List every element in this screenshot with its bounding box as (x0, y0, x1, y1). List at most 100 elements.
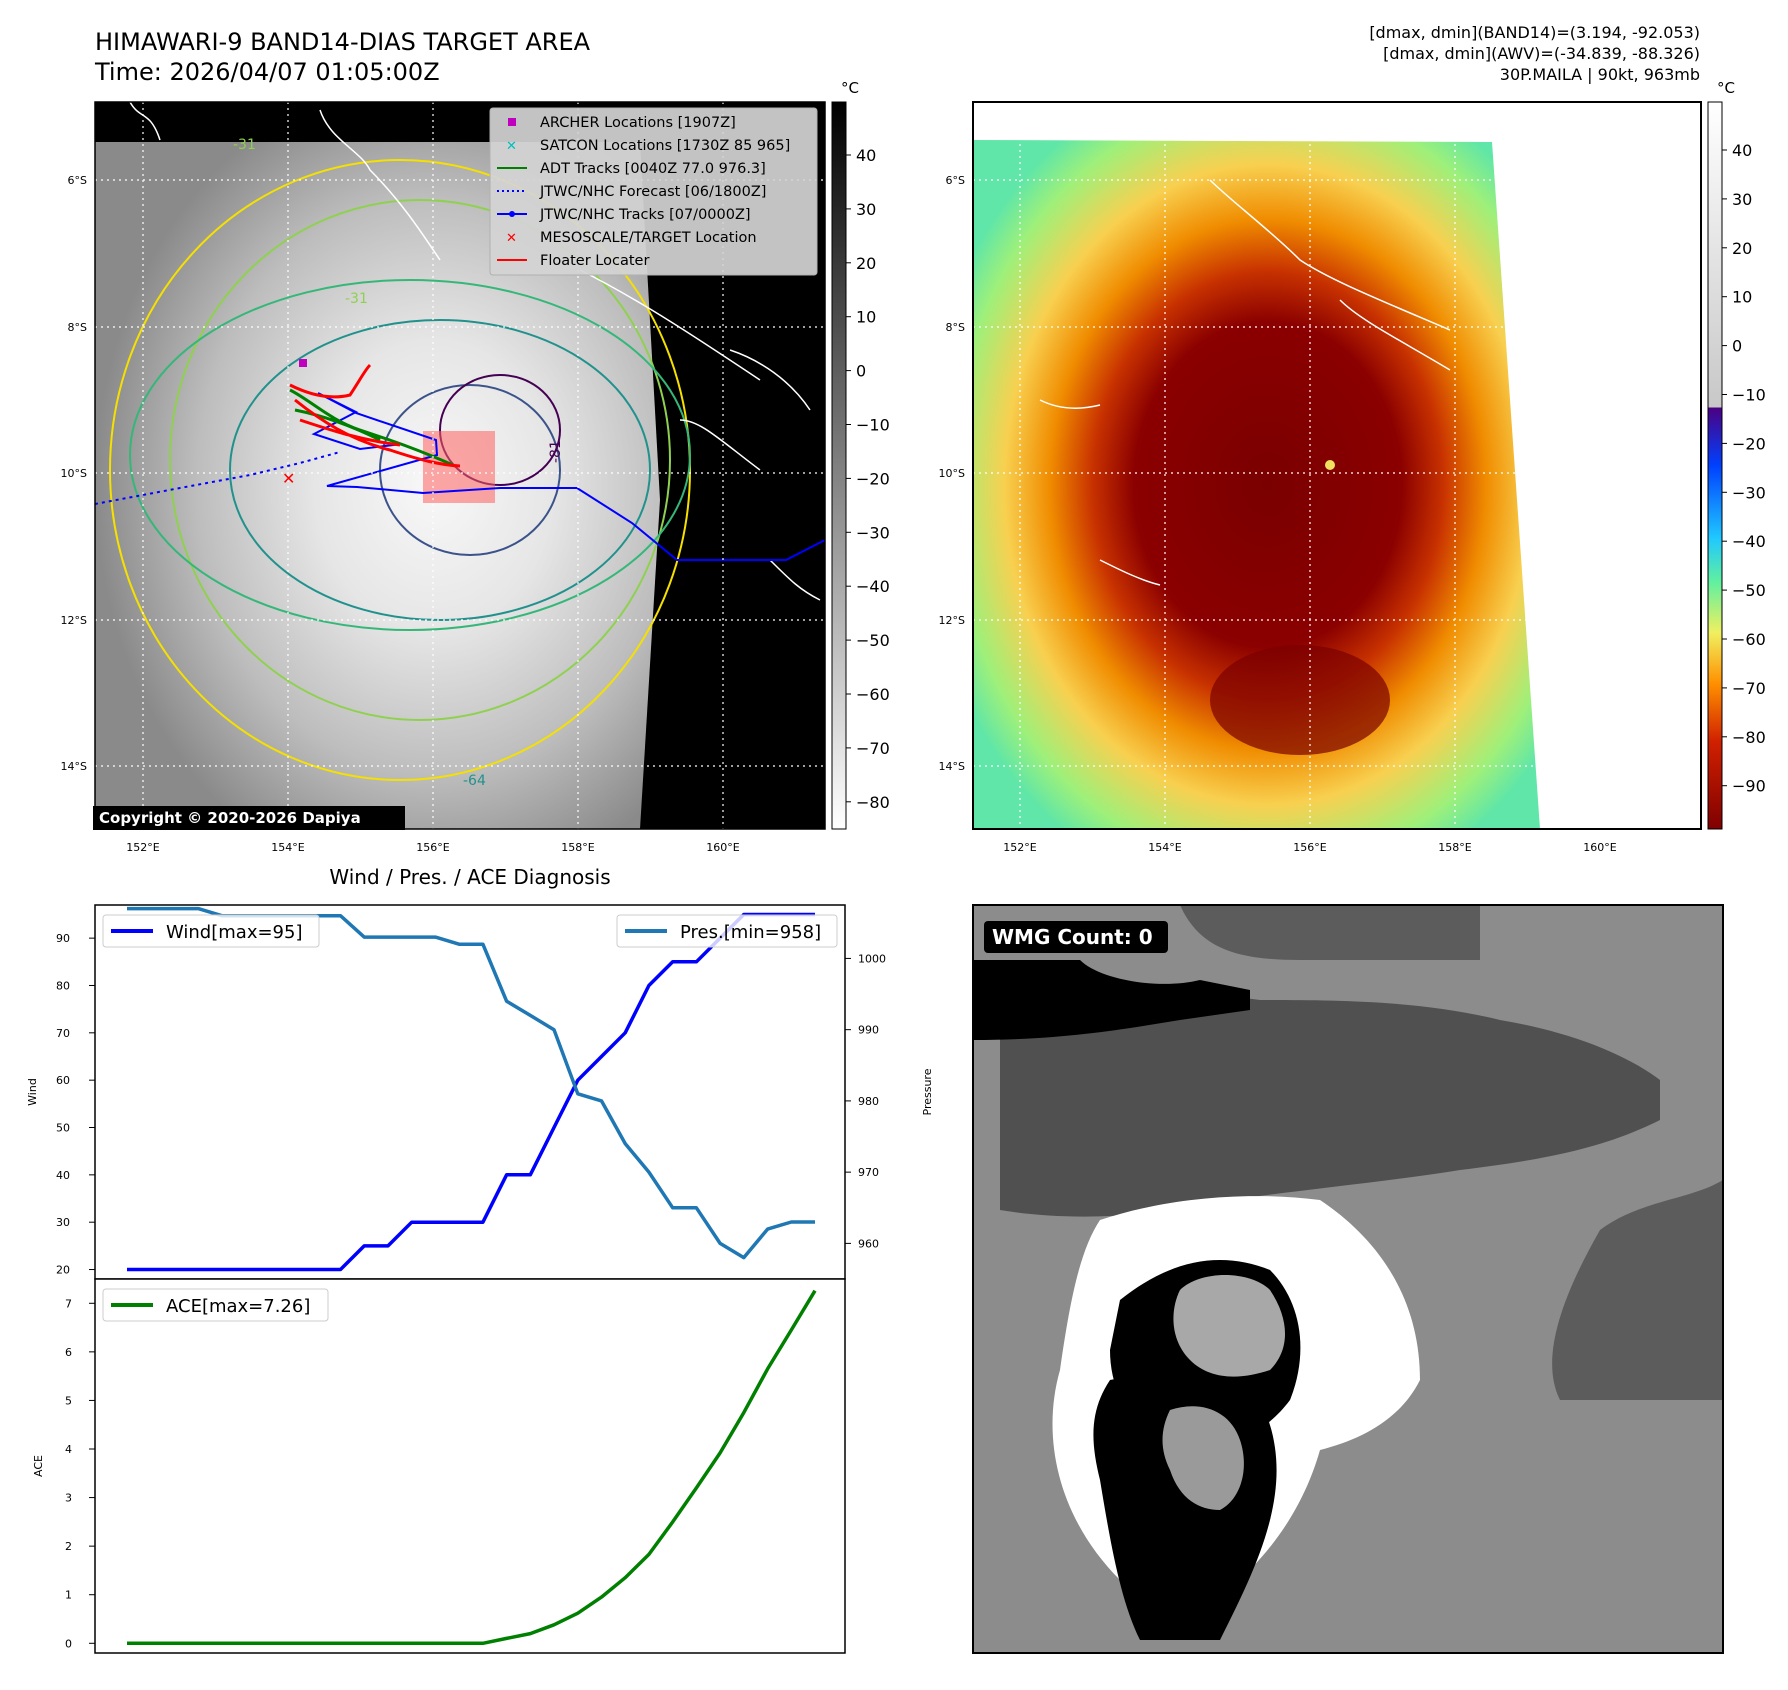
ace-ytick-label: 4 (65, 1443, 72, 1456)
ir-lon-tick-label: 156°E (416, 841, 449, 854)
legend-label: JTWC/NHC Forecast [06/1800Z] (539, 184, 766, 200)
ace-series (127, 1289, 817, 1646)
ir-lat-tick-label: 8°S (68, 321, 87, 334)
awv-lat-tick-label: 8°S (946, 321, 965, 334)
legend-swatch-marker (509, 211, 515, 217)
pressure-ytick-label: 990 (858, 1024, 879, 1037)
colorbar-tick-label: −70 (1732, 679, 1766, 698)
legend-label: ARCHER Locations [1907Z] (540, 115, 736, 131)
ir-contour-label-2: -31 (345, 291, 368, 307)
wind-ytick-label: 60 (56, 1074, 70, 1087)
wind-legend (102, 914, 320, 948)
ir-colorbar-ticks: 40 30 20 10 0 −10 −20 −30 −40 −50 −60 −70 −80 (846, 146, 890, 812)
awv-lat-tick-label: 14°S (939, 760, 965, 773)
ir-colorbar (831, 101, 847, 830)
ir-contour-label-1: -31 (233, 137, 256, 153)
awv-lon-tick-label: 152°E (1003, 841, 1036, 854)
wind-ytick-label: 30 (56, 1216, 70, 1229)
awv-dry-patch (1210, 645, 1390, 755)
ir-lat-tick-label: 10°S (61, 467, 87, 480)
jtwc-forecast-track (95, 451, 341, 505)
colorbar-tick-label: −50 (856, 631, 890, 650)
wmg-panel: WMG Count: 0 (972, 904, 1724, 1654)
ir-legend (489, 107, 818, 276)
ir-lat-axis: 6°S 8°S 10°S 12°S 14°S (61, 174, 87, 773)
ir-map-frame (94, 101, 826, 830)
ace-axis: 0 1 2 3 4 5 6 7 (65, 1297, 95, 1650)
pressure-ylabel: Pressure (921, 1068, 934, 1115)
ir-lat-tick-label: 14°S (61, 760, 87, 773)
wind-ytick-label: 80 (56, 979, 70, 992)
ace-chart: 0 1 2 3 4 5 6 7 ACE ACE[max=7.26] (32, 1278, 846, 1654)
colorbar-tick-label: −40 (856, 577, 890, 596)
colorbar-tick-label: 30 (856, 200, 876, 219)
colorbar-tick-label: 40 (1732, 141, 1752, 160)
pressure-axis: 960 970 980 990 1000 (845, 952, 886, 1250)
colorbar-tick-label: −60 (1732, 630, 1766, 649)
wmg-black-strip (973, 960, 1250, 1040)
colorbar-tick-label: −30 (856, 523, 890, 542)
ir-satellite-image (95, 142, 660, 829)
pressure-ytick-label: 980 (858, 1095, 879, 1108)
ir-contour-purple (439, 374, 561, 486)
figure-title-line1: HIMAWARI-9 BAND14-DIAS TARGET AREA (95, 28, 591, 56)
colorbar-tick-label: −20 (856, 469, 890, 488)
awv-map-frame (972, 101, 1702, 830)
awv-colorbar-ticks: 40 30 20 10 0 −10 −20 −30 −40 −50 −60 −70 −80 −90 (1722, 141, 1766, 796)
legend-label: Floater Locater (540, 253, 649, 269)
legend-swatch: ✕ (506, 139, 517, 154)
awv-lon-axis: 152°E 154°E 156°E 158°E 160°E (1003, 841, 1616, 854)
ir-contour-blue (379, 384, 561, 556)
ir-coastlines (129, 102, 821, 601)
legend-label: SATCON Locations [1730Z 85 965] (540, 138, 790, 154)
awv-lon-tick-label: 154°E (1148, 841, 1181, 854)
colorbar-tick-label: −60 (856, 685, 890, 704)
copyright-text: Copyright © 2020-2026 Dapiya (99, 809, 361, 827)
ace-ytick-label: 1 (65, 1589, 72, 1602)
legend-swatch (508, 118, 516, 126)
awv-lat-tick-label: 6°S (946, 174, 965, 187)
archer-marker (299, 359, 307, 367)
ir-lat-tick-label: 12°S (61, 614, 87, 627)
ir-contour-label-3: -81 (548, 440, 564, 463)
ir-map-panel: ✕ -31 -31 -81 -64 6°S 8°S 10°S 12°S 14°S 152… (61, 79, 890, 854)
colorbar-tick-label: 30 (1732, 190, 1752, 209)
colorbar-tick-label: −80 (856, 793, 890, 812)
wind-axis: 20 30 40 50 60 70 80 90 (56, 932, 95, 1277)
ir-contour-label-4: -64 (463, 773, 486, 789)
legend-swatch: ✕ (506, 231, 517, 246)
wmg-eye (1173, 1275, 1285, 1377)
ir-contour-lightgreen (169, 199, 671, 721)
wmg-dark-band (1000, 991, 1660, 1217)
wind-line (127, 912, 815, 1272)
ir-legend-items: ARCHER Locations [1907Z] ✕ SATCON Location… (497, 115, 790, 269)
ace-ytick-label: 7 (65, 1297, 72, 1310)
awv-lon-tick-label: 160°E (1583, 841, 1616, 854)
ace-ytick-label: 0 (65, 1637, 72, 1650)
ace-ytick-label: 5 (65, 1394, 72, 1407)
info-line2: [dmax, dmin](AWV)=(-34.839, -88.326) (1383, 44, 1700, 63)
wmg-gray-core (1162, 1406, 1244, 1510)
ir-lon-tick-label: 154°E (271, 841, 304, 854)
awv-eye (1325, 460, 1335, 470)
awv-lon-tick-label: 158°E (1438, 841, 1471, 854)
colorbar-tick-label: 10 (1732, 288, 1752, 307)
colorbar-tick-label: −10 (1732, 386, 1766, 405)
info-line1: [dmax, dmin](BAND14)=(3.194, -92.053) (1369, 23, 1700, 42)
colorbar-tick-label: 20 (856, 254, 876, 273)
wind-legend-label: Wind[max=95] (166, 922, 303, 943)
awv-gridlines (973, 102, 1701, 829)
awv-coastlines (1039, 179, 1451, 586)
copyright-box (93, 806, 405, 830)
wind-ytick-label: 50 (56, 1122, 70, 1135)
wind-ytick-label: 90 (56, 932, 70, 945)
legend-label: JTWC/NHC Tracks [07/0000Z] (539, 207, 751, 223)
colorbar-tick-label: 10 (856, 308, 876, 327)
colorbar-tick-label: 40 (856, 146, 876, 165)
colorbar-tick-label: −40 (1732, 532, 1766, 551)
ir-lat-tick-label: 6°S (68, 174, 87, 187)
colorbar-tick-label: 20 (1732, 239, 1752, 258)
ir-lon-axis: 152°E 154°E 156°E 158°E 160°E (126, 841, 739, 854)
ace-ytick-label: 6 (65, 1346, 72, 1359)
